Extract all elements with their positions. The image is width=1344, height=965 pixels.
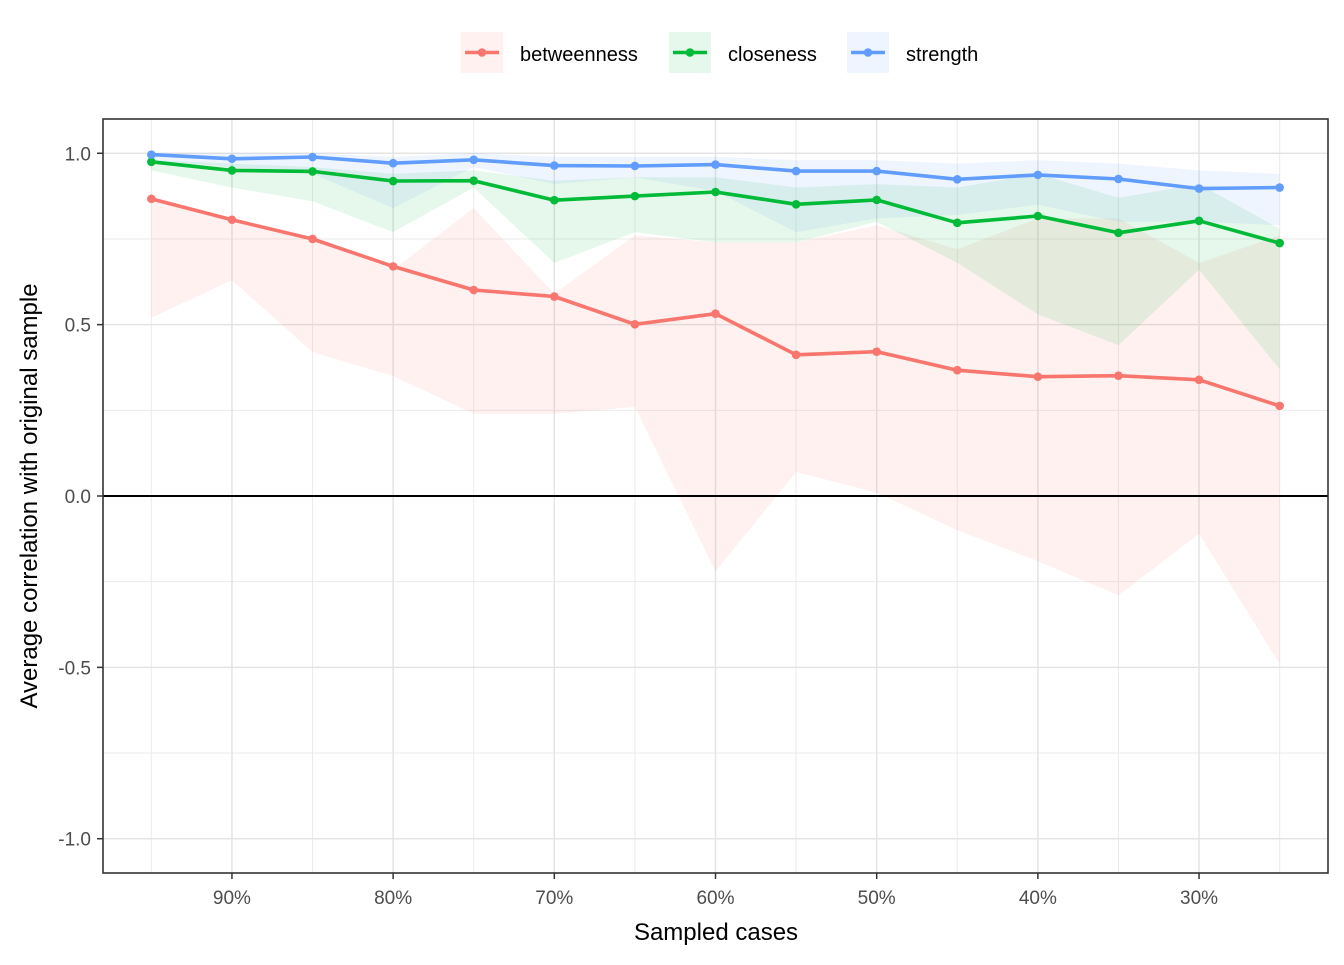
- point-betweenness: [630, 319, 640, 329]
- point-strength: [1114, 174, 1123, 184]
- confidence-bands: [151, 153, 1280, 664]
- legend-label: strength: [906, 44, 978, 66]
- point-strength: [872, 166, 881, 176]
- x-tick-label: 60%: [696, 888, 734, 909]
- legend: betweenness closeness strength: [461, 32, 978, 73]
- y-tick-label: 1.0: [65, 144, 91, 165]
- band-strength: [151, 153, 1280, 233]
- x-tick-label: 40%: [1019, 888, 1057, 909]
- y-tick-label: -0.5: [58, 658, 91, 679]
- point-closeness: [147, 157, 156, 167]
- point-betweenness: [791, 350, 801, 360]
- point-betweenness: [1194, 375, 1204, 385]
- point-strength: [791, 166, 801, 176]
- point-strength: [147, 150, 156, 159]
- point-strength: [227, 154, 237, 164]
- point-betweenness: [550, 292, 559, 301]
- point-strength: [308, 152, 317, 162]
- point-closeness: [711, 187, 720, 197]
- point-closeness: [872, 195, 881, 205]
- legend-key-point: [863, 48, 873, 57]
- band-betweenness: [151, 197, 1280, 664]
- point-closeness: [227, 166, 237, 175]
- point-closeness: [952, 218, 962, 228]
- point-closeness: [308, 167, 317, 176]
- point-betweenness: [308, 234, 317, 244]
- point-strength: [550, 161, 559, 170]
- y-tick-label: -1.0: [58, 830, 91, 851]
- y-tick-label: 0.5: [65, 316, 91, 337]
- series-points: [147, 150, 1284, 411]
- x-axis-title: Sampled cases: [634, 919, 798, 946]
- point-betweenness: [1114, 371, 1123, 381]
- y-axis: 1.0 0.5 0.0 -0.5 -1.0: [58, 144, 103, 851]
- point-betweenness: [469, 285, 479, 295]
- point-strength: [630, 161, 640, 171]
- x-axis: 90% 80% 70% 60% 50% 40% 30%: [213, 873, 1218, 909]
- point-closeness: [791, 200, 801, 209]
- legend-label: closeness: [728, 44, 817, 66]
- point-strength: [469, 155, 479, 165]
- point-strength: [1275, 183, 1284, 192]
- point-strength: [952, 175, 962, 184]
- point-closeness: [388, 176, 398, 186]
- point-closeness: [550, 195, 559, 205]
- x-tick-label: 50%: [858, 888, 896, 909]
- point-betweenness: [872, 347, 881, 357]
- point-closeness: [1275, 238, 1284, 248]
- point-strength: [711, 160, 720, 169]
- point-betweenness: [952, 365, 962, 375]
- point-betweenness: [711, 309, 720, 318]
- point-closeness: [630, 191, 640, 201]
- legend-label: betweenness: [520, 44, 638, 66]
- band-closeness: [151, 160, 1280, 370]
- x-tick-label: 70%: [535, 888, 573, 909]
- plot-panel: [102, 118, 1329, 874]
- point-betweenness: [147, 194, 156, 204]
- point-strength: [388, 158, 398, 168]
- point-betweenness: [1275, 401, 1284, 411]
- legend-item-betweenness: betweenness: [461, 32, 638, 73]
- y-axis-title: Average correlation with original sample: [16, 283, 43, 708]
- point-closeness: [1114, 228, 1123, 238]
- x-tick-label: 90%: [213, 888, 251, 909]
- legend-item-strength: strength: [847, 32, 978, 73]
- y-tick-label: 0.0: [65, 487, 91, 508]
- point-closeness: [469, 176, 479, 185]
- legend-key-point: [685, 48, 695, 57]
- point-strength: [1033, 170, 1043, 180]
- x-tick-label: 80%: [374, 888, 412, 909]
- x-tick-label: 30%: [1180, 888, 1218, 909]
- point-strength: [1194, 184, 1204, 193]
- point-closeness: [1033, 211, 1043, 221]
- point-betweenness: [227, 215, 237, 225]
- point-betweenness: [1033, 372, 1043, 382]
- legend-item-closeness: closeness: [669, 32, 817, 73]
- point-betweenness: [388, 262, 398, 271]
- legend-key-point: [477, 48, 487, 57]
- point-closeness: [1194, 216, 1204, 226]
